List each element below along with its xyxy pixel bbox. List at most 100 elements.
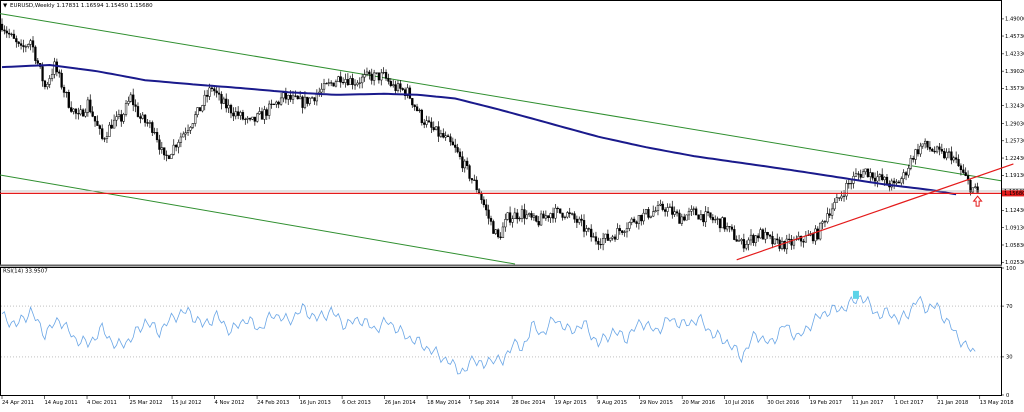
candle-body bbox=[468, 165, 471, 179]
candle-body bbox=[17, 41, 20, 44]
candle-body bbox=[487, 209, 490, 219]
candle-body bbox=[482, 199, 485, 206]
price-tick-label: 1.02530 bbox=[1005, 260, 1024, 266]
candle-body bbox=[976, 186, 979, 193]
candle-body bbox=[246, 117, 249, 120]
rsi-tick-label: 0 bbox=[1006, 393, 1009, 399]
candle-body bbox=[730, 226, 734, 230]
time-tick-label: 30 Oct 2016 bbox=[767, 400, 799, 406]
candle-body bbox=[244, 118, 247, 120]
candle-body bbox=[287, 95, 290, 100]
candle-body bbox=[885, 176, 889, 184]
candle-body bbox=[10, 33, 13, 35]
rsi-tick-label: 30 bbox=[1006, 355, 1013, 361]
candle-body bbox=[446, 135, 450, 138]
candle-body bbox=[601, 238, 605, 245]
candle-body bbox=[830, 208, 834, 216]
candle-body bbox=[766, 232, 769, 236]
candle-body bbox=[308, 97, 311, 104]
candle-body bbox=[332, 82, 335, 87]
candle-body bbox=[303, 96, 307, 108]
candle-body bbox=[659, 203, 662, 206]
price-tick-label: 1.35730 bbox=[1005, 86, 1024, 92]
candle-body bbox=[146, 122, 149, 124]
candle-body bbox=[108, 124, 111, 137]
candle-body bbox=[205, 94, 209, 97]
candle-body bbox=[127, 101, 130, 104]
candle-body bbox=[215, 90, 218, 94]
candle-body bbox=[191, 123, 194, 128]
candle-body bbox=[897, 181, 901, 184]
candle-body bbox=[434, 126, 438, 130]
price-axis[interactable]: 1.49000 1.45730 1.42330 1.39020 1.35730 1.324… bbox=[1001, 17, 1024, 266]
candle-body bbox=[630, 218, 633, 223]
candle-body bbox=[351, 78, 354, 85]
candle-body bbox=[928, 146, 932, 150]
candle-body bbox=[697, 214, 700, 220]
candle-body bbox=[945, 152, 948, 159]
time-tick-label: 24 Feb 2013 bbox=[257, 400, 289, 406]
candle-body bbox=[683, 216, 686, 221]
candle-body bbox=[368, 71, 371, 75]
candle-body bbox=[306, 96, 309, 104]
candle-body bbox=[167, 155, 171, 159]
candle-body bbox=[160, 147, 163, 150]
candle-body bbox=[816, 228, 819, 240]
candle-body bbox=[158, 139, 161, 150]
candle-body bbox=[356, 82, 359, 85]
candle-body bbox=[935, 146, 939, 153]
candle-body bbox=[814, 228, 817, 242]
candle-body bbox=[403, 89, 407, 96]
uptrend-line[interactable] bbox=[736, 163, 1014, 261]
candle-body bbox=[227, 104, 230, 109]
channel-lower-line[interactable] bbox=[0, 174, 516, 265]
candle-body bbox=[508, 212, 512, 223]
time-tick-label: 1 Oct 2017 bbox=[895, 400, 924, 406]
candle-body bbox=[654, 210, 657, 212]
candle-body bbox=[714, 219, 717, 221]
candle-body bbox=[599, 243, 602, 246]
candle-body bbox=[544, 215, 548, 219]
candle-body bbox=[504, 219, 507, 228]
candle-body bbox=[170, 154, 173, 159]
candle-body bbox=[759, 229, 762, 239]
rsi-axis[interactable]: 100 70 30 0 bbox=[1001, 266, 1016, 399]
candle-body bbox=[222, 98, 225, 104]
candle-body bbox=[537, 221, 540, 226]
candle-body bbox=[396, 83, 400, 91]
moving-average-line[interactable] bbox=[1, 63, 957, 196]
price-tick-label: 1.45730 bbox=[1005, 34, 1024, 40]
candle-body bbox=[573, 213, 576, 220]
time-tick-label: 25 Mar 2012 bbox=[130, 400, 163, 406]
candle-body bbox=[938, 146, 941, 150]
candle-body bbox=[587, 228, 590, 230]
candle-body bbox=[0, 23, 4, 31]
time-tick-label: 9 Aug 2015 bbox=[597, 400, 627, 406]
candle-body bbox=[661, 203, 664, 210]
candle-body bbox=[458, 151, 462, 157]
candle-body bbox=[384, 72, 388, 79]
candle-body bbox=[299, 96, 302, 100]
candle-body bbox=[184, 132, 187, 135]
candle-body bbox=[761, 229, 765, 240]
candle-body bbox=[380, 72, 383, 81]
candle-body bbox=[847, 183, 850, 185]
candle-body bbox=[926, 140, 929, 148]
menu-arrow-icon[interactable]: ▼ bbox=[3, 3, 8, 9]
rsi-line[interactable] bbox=[1, 295, 976, 375]
candle-body bbox=[971, 187, 974, 193]
candle-body bbox=[174, 144, 178, 148]
candle-body bbox=[857, 173, 860, 175]
candle-body bbox=[34, 46, 37, 61]
candle-body bbox=[129, 94, 132, 102]
time-axis[interactable]: 24 Apr 2011 14 Aug 2011 4 Dec 2011 25 Mar 2… bbox=[1, 396, 1014, 406]
candle-body bbox=[637, 214, 641, 224]
candle-body bbox=[649, 215, 652, 218]
candle-body bbox=[485, 204, 488, 211]
candle-body bbox=[134, 104, 137, 107]
candle-body bbox=[542, 213, 545, 219]
candle-body bbox=[46, 83, 49, 88]
channel-upper-line[interactable] bbox=[0, 13, 1002, 182]
candle-body bbox=[15, 38, 18, 43]
